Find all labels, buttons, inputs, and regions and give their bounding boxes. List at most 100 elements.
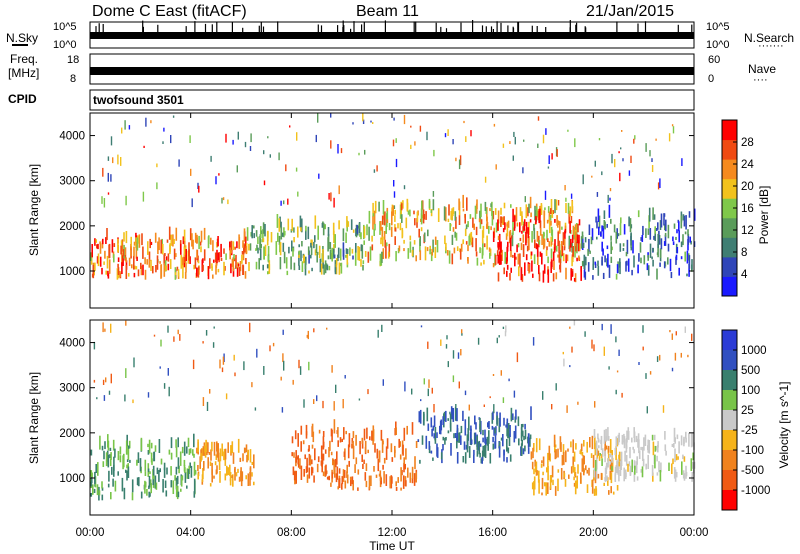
power-cell: [337, 247, 340, 258]
velocity-cell: [551, 404, 553, 410]
power-cell: [169, 259, 172, 269]
power-cell: [390, 226, 393, 237]
power-cell: [525, 254, 528, 261]
power-cell: [330, 192, 332, 202]
velocity-cell: [572, 456, 574, 467]
velocity-cell: [631, 437, 633, 443]
power-cell: [659, 262, 661, 267]
velocity-cell: [468, 404, 470, 411]
velocity-cell: [237, 468, 239, 473]
velocity-cell: [192, 449, 194, 456]
velocity-cell: [101, 445, 104, 451]
nsky-spike: [231, 21, 233, 32]
velocity-cell: [381, 439, 384, 453]
velocity-cell: [633, 460, 636, 469]
velocity-cell: [463, 441, 466, 450]
power-cell: [293, 227, 295, 233]
power-cell: [358, 223, 361, 229]
power-cell: [310, 239, 312, 244]
power-cell: [122, 255, 124, 266]
power-cell: [452, 207, 455, 214]
velocity-cell: [549, 475, 552, 489]
velocity-cell: [430, 417, 433, 428]
velocity-cell: [536, 470, 538, 476]
velocity-cell: [127, 446, 130, 460]
velocity-cell: [432, 425, 435, 431]
velocity-cell: [605, 445, 608, 450]
power-cell: [125, 257, 127, 263]
power-cell: [426, 247, 429, 252]
nave-label: Nave: [748, 62, 776, 76]
power-cell: [502, 143, 505, 148]
velocity-cell: [673, 427, 676, 442]
power-cell: [133, 255, 135, 270]
power-cell: [613, 224, 616, 233]
velocity-cell: [561, 454, 564, 466]
velocity-cell: [402, 475, 405, 489]
velocity-cell: [500, 370, 502, 376]
velocity-cell: [102, 322, 104, 333]
power-cell: [102, 167, 104, 177]
power-cell: [550, 220, 552, 226]
velocity-cell: [535, 438, 538, 453]
power-cell: [163, 127, 165, 132]
power-cell: [248, 262, 250, 272]
velocity-cell: [575, 443, 577, 450]
power-cell: [481, 248, 484, 259]
cpid-label: CPID: [8, 92, 37, 106]
velocity-cell: [305, 424, 308, 439]
power-cell: [554, 239, 556, 251]
velocity-cell: [281, 407, 284, 413]
power-cell: [392, 139, 395, 147]
velocity-cell: [605, 436, 607, 442]
power-cell: [313, 241, 315, 249]
power-cell: [133, 241, 136, 246]
power-cell: [427, 229, 429, 237]
power-cell: [287, 218, 290, 231]
power-cell: [258, 258, 260, 270]
velocity-cell: [335, 458, 337, 468]
power-cell: [386, 219, 389, 223]
power-cell: [594, 160, 596, 167]
velocity-cell: [346, 464, 348, 474]
power-cell: [513, 227, 516, 231]
velocity-cell: [640, 469, 643, 473]
power-cell: [183, 246, 186, 257]
power-cell: [536, 244, 539, 257]
nsky-spike: [413, 21, 415, 32]
nsky-spike: [342, 20, 344, 32]
velocity-cell: [482, 429, 484, 436]
power-cell: [383, 211, 385, 220]
velocity-cell: [690, 433, 693, 448]
power-cell: [238, 267, 241, 276]
velocity-cell: [618, 461, 621, 467]
power-cell: [465, 241, 468, 245]
power-cell: [537, 116, 540, 121]
power-cell: [300, 227, 302, 232]
power-cell: [340, 262, 343, 274]
power-cell: [96, 244, 98, 249]
power-cell: [565, 267, 567, 280]
velocity-cell: [671, 333, 673, 340]
velocity-cell: [272, 342, 275, 347]
velocity-cell: [209, 483, 212, 487]
velocity-cell: [300, 441, 302, 452]
power-colorbar-tick: 8: [741, 247, 747, 259]
power-cell: [233, 254, 235, 260]
velocity-cell: [343, 451, 346, 457]
power-cell: [469, 214, 472, 219]
power-cell: [672, 241, 675, 245]
velocity-cell: [611, 457, 614, 472]
velocity-cell: [234, 372, 236, 377]
velocity-cell: [462, 456, 465, 463]
velocity-cell: [244, 448, 246, 453]
nsky-spike: [531, 25, 533, 32]
power-cell: [537, 143, 539, 148]
power-cell: [606, 245, 609, 250]
nsky-spike: [517, 21, 519, 32]
x-tick-label: 16:00: [478, 527, 507, 539]
velocity-cell: [105, 377, 107, 383]
power-cell: [646, 263, 649, 271]
power-cell: [198, 185, 200, 193]
velocity-cell: [569, 326, 571, 329]
